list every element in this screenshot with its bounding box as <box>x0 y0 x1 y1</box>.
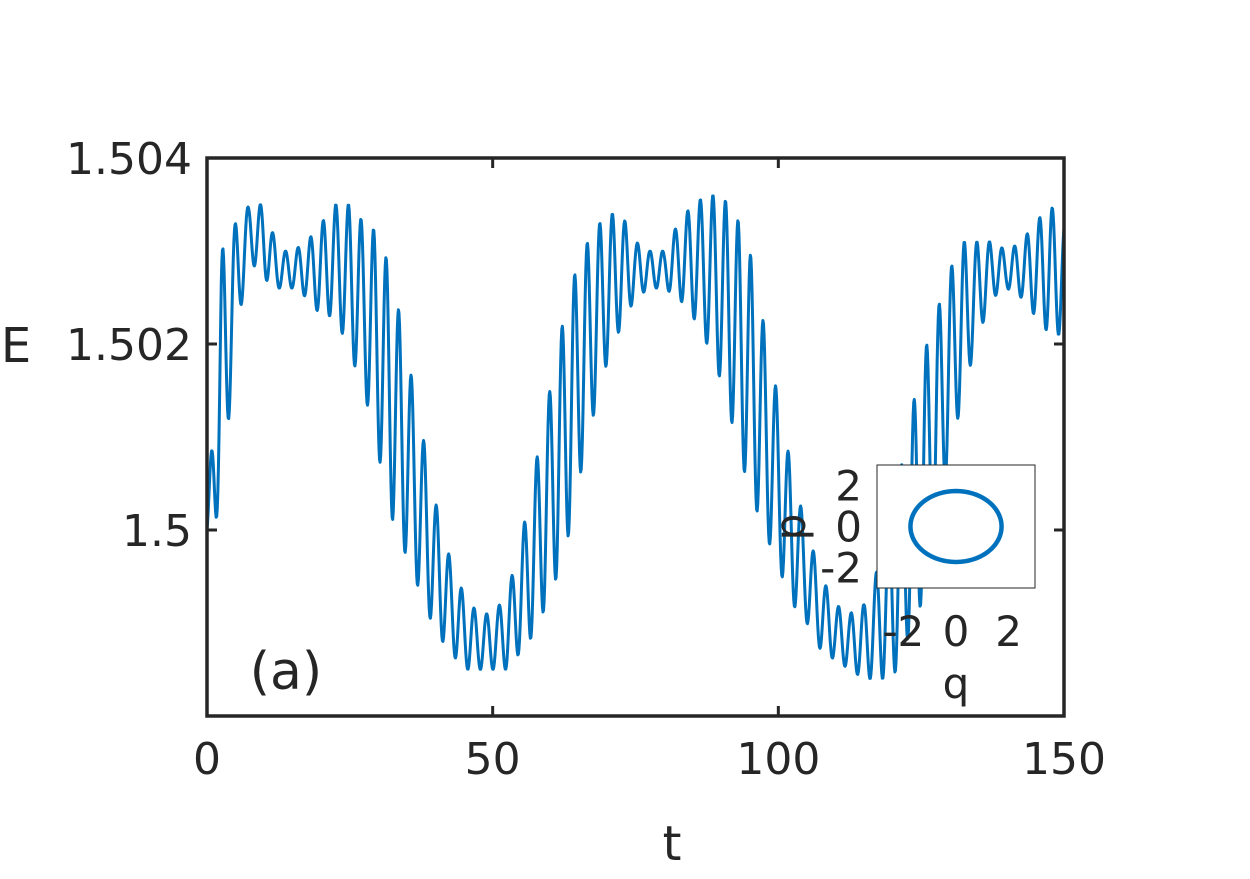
y-axis-label: E <box>1 318 31 374</box>
x-tick-label: 100 <box>736 734 820 785</box>
inset-y-tick-label: 2 <box>835 462 862 511</box>
energy-series-line <box>205 194 1066 680</box>
x-tick-label: 0 <box>193 734 221 785</box>
inset-y-ticks: -202 <box>820 462 862 593</box>
inset-background <box>877 465 1035 588</box>
x-tick-label: 150 <box>1022 734 1106 785</box>
inset-x-tick-label: 2 <box>995 607 1022 656</box>
main-x-ticks: 0 50 100 150 <box>193 158 1106 785</box>
inset-y-tick-label: 0 <box>835 503 862 552</box>
x-tick-label: 50 <box>465 734 521 785</box>
inset-x-axis-label: q <box>943 659 970 708</box>
main-plot-frame <box>205 156 1066 718</box>
main-y-ticks: 1.5 1.502 1.504 <box>66 134 1064 557</box>
y-tick-label: 1.502 <box>66 320 192 371</box>
inset-chart: -2 0 2 -202 q p <box>766 462 1036 708</box>
phase-orbit-line <box>908 488 1004 565</box>
main-chart: 0 50 100 150 1.5 1.502 1.504 t E (a) <box>1 134 1106 872</box>
inset-y-tick-label: -2 <box>820 544 862 593</box>
inset-x-ticks: -2 0 2 <box>882 607 1022 656</box>
inset-plot-frame <box>876 464 1036 589</box>
y-tick-label: 1.504 <box>66 134 192 185</box>
inset-x-tick-label: -2 <box>882 607 924 656</box>
y-tick-label: 1.5 <box>122 506 192 557</box>
inset-x-tick-label: 0 <box>943 607 970 656</box>
inset-y-axis-label: p <box>766 514 815 541</box>
panel-label: (a) <box>250 642 322 702</box>
x-axis-label: t <box>663 816 682 872</box>
